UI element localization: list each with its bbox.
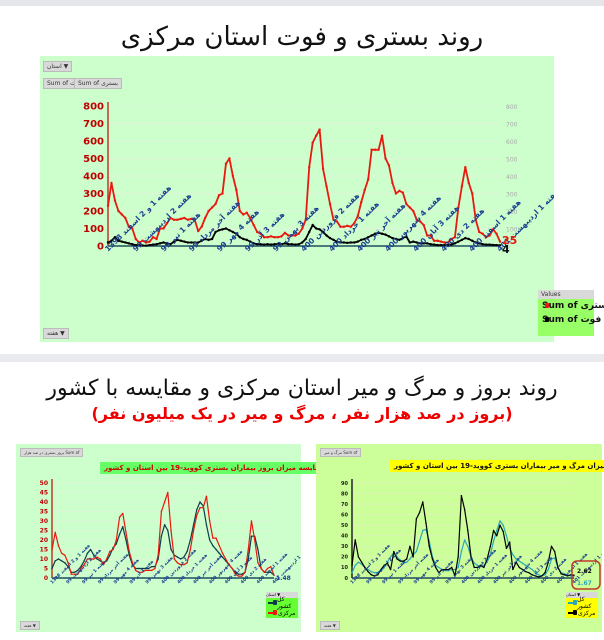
- legend-header[interactable]: استان ▼: [266, 592, 298, 598]
- svg-text:500: 500: [83, 154, 104, 165]
- svg-text:1.48: 1.48: [276, 575, 291, 582]
- legend: Values Sum of بستری Sum of فوت: [538, 290, 604, 336]
- mortality-chart-title: مقایسه میزان مرگ و میر بیماران بستری کوو…: [390, 460, 604, 472]
- svg-text:35: 35: [40, 509, 48, 516]
- svg-text:10: 10: [40, 556, 48, 563]
- incidence-mortality-card: روند بروز و مرگ و میر استان مرکزی و مقای…: [0, 362, 604, 640]
- legend-item-markazi: مرکزی: [266, 608, 298, 618]
- svg-text:80: 80: [341, 491, 348, 497]
- svg-text:1.67: 1.67: [577, 580, 592, 587]
- svg-text:90: 90: [341, 481, 348, 487]
- mortality-field-button[interactable]: مرگ و میر Sum of: [320, 448, 362, 457]
- svg-text:30: 30: [341, 544, 348, 550]
- svg-text:700: 700: [506, 122, 518, 129]
- legend-item-markazi: مرکزی: [566, 608, 598, 618]
- svg-text:25: 25: [40, 528, 48, 535]
- svg-text:15: 15: [40, 547, 48, 554]
- svg-text:40: 40: [40, 499, 48, 506]
- top-bar: [0, 0, 604, 6]
- svg-text:0: 0: [97, 242, 104, 253]
- legend-header: Values: [538, 290, 594, 299]
- legend-header[interactable]: استان ▼: [566, 592, 598, 598]
- svg-text:400: 400: [83, 172, 104, 183]
- svg-text:60: 60: [341, 512, 348, 518]
- teal-line-marker-icon: [568, 600, 578, 605]
- svg-text:600: 600: [506, 139, 518, 146]
- svg-text:2.62: 2.62: [577, 568, 592, 575]
- svg-text:70: 70: [341, 502, 348, 508]
- field-button-hospitalized[interactable]: Sum of بستری: [74, 78, 122, 89]
- svg-text:20: 20: [40, 537, 48, 544]
- svg-text:هفته 1 خرداد 400: هفته 1 خرداد 400: [176, 553, 209, 586]
- svg-text:50: 50: [341, 523, 348, 529]
- svg-text:هفته 3 آبان 400: هفته 3 آبان 400: [524, 555, 554, 585]
- svg-text:50: 50: [40, 480, 48, 487]
- incidence-field-button[interactable]: بروز بستری در صد هزار Sum of: [20, 448, 84, 457]
- legend: استان ▼ کل کشور مرکزی: [566, 592, 598, 618]
- legend-item-country: کل کشور: [566, 596, 598, 610]
- hospitalization-card: روند بستری و فوت استان مرکزی استان ▼ Sum…: [0, 6, 604, 354]
- svg-text:800: 800: [506, 104, 518, 111]
- svg-text:هفته 3 آبان 400: هفته 3 آبان 400: [224, 555, 254, 585]
- svg-text:25: 25: [502, 234, 517, 247]
- svg-text:100: 100: [83, 224, 104, 235]
- week-field-button[interactable]: هفته ▼: [43, 328, 69, 339]
- svg-text:45: 45: [40, 490, 48, 497]
- svg-text:هفته 2 دی 400: هفته 2 دی 400: [539, 557, 568, 586]
- svg-text:300: 300: [83, 189, 104, 200]
- svg-text:200: 200: [506, 209, 518, 216]
- svg-text:هفته آخر تیر 400: هفته آخر تیر 400: [192, 554, 224, 586]
- province-filter-button[interactable]: استان ▼: [43, 61, 73, 72]
- svg-text:هفته آخر تیر 400: هفته آخر تیر 400: [492, 554, 524, 586]
- svg-text:800: 800: [83, 102, 104, 113]
- svg-text:400: 400: [506, 174, 518, 181]
- svg-text:0: 0: [506, 244, 510, 251]
- legend: استان ▼ کل کشور مرکزی: [266, 592, 298, 618]
- hospitalization-chart-panel: استان ▼ Sum of فوت Sum of بستری 0 0 100 100…: [40, 56, 604, 342]
- svg-text:500: 500: [506, 157, 518, 164]
- svg-text:700: 700: [83, 119, 104, 130]
- week-field-button[interactable]: هفته ▼: [20, 621, 40, 630]
- legend-item-country: کل کشور: [266, 596, 298, 610]
- section2-subtitle: (بروز در صد هزار نفر ، مرگ و میر در یک م…: [91, 404, 513, 423]
- svg-text:300: 300: [506, 192, 518, 199]
- svg-text:0: 0: [44, 575, 48, 582]
- svg-text:هفته 1 خرداد 400: هفته 1 خرداد 400: [476, 553, 509, 586]
- svg-text:20: 20: [341, 555, 348, 561]
- svg-text:4: 4: [502, 243, 510, 256]
- svg-text:30: 30: [40, 518, 48, 525]
- svg-text:0: 0: [345, 576, 349, 582]
- mortality-chart-panel: مرگ و میر Sum of مقایسه میزان مرگ و میر …: [316, 444, 604, 632]
- hospitalization-line-chart: 0 0 100 100 200 200 300 300 400 400 500 500 600 600 70…: [83, 102, 554, 257]
- section2-title: روند بروز و مرگ و میر استان مرکزی و مقای…: [46, 376, 558, 401]
- incidence-chart-title: مقایسه میزان بروز بیماران بستری کووید-19…: [100, 462, 329, 474]
- svg-text:10: 10: [341, 565, 348, 571]
- legend-item-hospitalized: Sum of بستری: [542, 301, 604, 311]
- black-line-marker-icon: [568, 610, 577, 615]
- red-line-marker-icon: [268, 610, 277, 615]
- dark-line-marker-icon: [268, 600, 278, 605]
- section1-title: روند بستری و فوت استان مرکزی: [120, 22, 484, 52]
- week-field-button[interactable]: هفته ▼: [320, 621, 340, 630]
- legend-item-deaths: Sum of فوت: [542, 315, 602, 325]
- svg-text:5: 5: [44, 566, 48, 573]
- svg-text:600: 600: [83, 137, 104, 148]
- svg-text:200: 200: [83, 207, 104, 218]
- incidence-chart-panel: بروز بستری در صد هزار Sum of مقایسه میزا…: [16, 444, 329, 632]
- svg-text:100: 100: [506, 227, 518, 234]
- svg-text:40: 40: [341, 534, 348, 540]
